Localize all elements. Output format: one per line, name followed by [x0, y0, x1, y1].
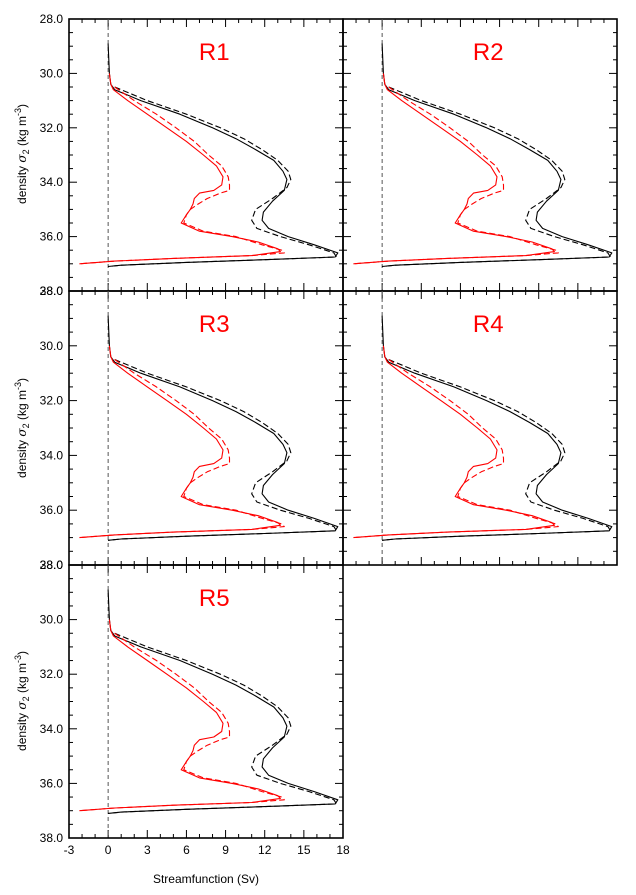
y-tick-label: 36.0	[40, 503, 64, 517]
y-tick-label: 36.0	[40, 230, 64, 244]
x-tick-label: 0	[105, 843, 112, 857]
series-red-solid	[353, 345, 555, 539]
x-tick-label: 9	[222, 843, 229, 857]
y-axis-title-main: density	[15, 440, 29, 478]
y-axis-title-symbol: σ	[15, 701, 29, 710]
x-tick-label: 6	[183, 843, 190, 857]
y-axis-title-units-close: )	[15, 651, 29, 655]
panel-r2: R2	[342, 18, 618, 292]
x-tick-label: 18	[336, 843, 350, 857]
panel-r4: R4	[342, 290, 618, 566]
y-axis-title-symbol: σ	[15, 428, 29, 437]
y-tick-label: 34.0	[40, 175, 64, 189]
y-axis-title-exponent: -3	[13, 382, 23, 390]
series-red-dashed	[353, 359, 559, 539]
series-red-solid	[79, 619, 281, 812]
y-tick-label: 38.0	[40, 284, 64, 298]
series-black-dashed	[108, 358, 338, 541]
y-tick-label: 38.0	[40, 558, 64, 572]
series-black-solid	[107, 43, 339, 268]
y-axis-title-row-3: density σ2 (kg m-3)	[13, 651, 31, 751]
series-black-solid	[107, 589, 339, 814]
x-tick-label: 12	[258, 843, 272, 857]
x-tick-label: -3	[64, 843, 75, 857]
y-axis-title-row-1: density σ2 (kg m-3)	[13, 104, 31, 204]
series-black-dashed	[108, 632, 338, 814]
y-tick-label: 38.0	[40, 831, 64, 845]
panel-r3: 28.0 30.0 32.0 34.0 36.0 38.0 R3	[40, 284, 344, 572]
y-tick-label: 28.0	[40, 284, 64, 298]
y-axis-title-exponent: -3	[13, 655, 23, 663]
series-red-dashed	[353, 86, 559, 265]
series-black-dashed	[382, 358, 612, 541]
y-tick-label: 30.0	[40, 339, 64, 353]
y-axis-title-row-2: density σ2 (kg m-3)	[13, 378, 31, 478]
series-black-solid	[381, 315, 613, 541]
y-axis-title-units-close: )	[15, 104, 29, 108]
series-red-dashed	[79, 359, 285, 539]
x-tick-label: 3	[144, 843, 151, 857]
series-black-dashed	[382, 86, 612, 268]
y-axis-title-units: (kg m	[15, 390, 29, 420]
y-tick-label: 36.0	[40, 776, 64, 790]
x-tick-label: 15	[297, 843, 311, 857]
series-black-dashed	[108, 86, 338, 268]
y-tick-label: 28.0	[40, 12, 64, 26]
y-axis-title-exponent: -3	[13, 108, 23, 116]
panels: 28.0 30.0 32.0 34.0 36.0 38.0 R1 R2 28.0 30.0 32.0…	[40, 12, 618, 857]
y-axis-title-units-close: )	[15, 378, 29, 382]
panel-title: R3	[199, 311, 230, 338]
y-axis-title-units: (kg m	[15, 116, 29, 146]
y-axis-title-units: (kg m	[15, 663, 29, 693]
y-axis-title-subscript: 2	[21, 423, 31, 428]
series-red-dashed	[79, 632, 285, 812]
series-red-solid	[79, 73, 281, 265]
panel-title: R1	[199, 39, 230, 66]
y-tick-label: 32.0	[40, 121, 64, 135]
series-red-dashed	[79, 86, 285, 265]
y-tick-label: 28.0	[40, 558, 64, 572]
y-axis-title-symbol: σ	[15, 154, 29, 163]
y-axis-title-main: density	[15, 713, 29, 751]
series-black-solid	[107, 315, 339, 541]
panel-title: R5	[199, 585, 230, 612]
y-tick-label: 34.0	[40, 722, 64, 736]
y-tick-label: 32.0	[40, 667, 64, 681]
panel-r1: 28.0 30.0 32.0 34.0 36.0 38.0 R1	[40, 12, 344, 298]
y-axis-title-subscript: 2	[21, 696, 31, 701]
panel-title: R2	[473, 39, 504, 66]
y-tick-label: 34.0	[40, 448, 64, 462]
series-red-solid	[79, 345, 281, 539]
series-black-solid	[381, 43, 613, 268]
x-axis-title: Streamfunction (Sv)	[153, 872, 259, 886]
series-red-solid	[353, 73, 555, 265]
y-tick-label: 30.0	[40, 613, 64, 627]
y-tick-label: 32.0	[40, 394, 64, 408]
y-axis-title-subscript: 2	[21, 149, 31, 154]
panel-title: R4	[473, 311, 504, 338]
y-tick-label: 30.0	[40, 66, 64, 80]
y-axis-title-main: density	[15, 166, 29, 204]
